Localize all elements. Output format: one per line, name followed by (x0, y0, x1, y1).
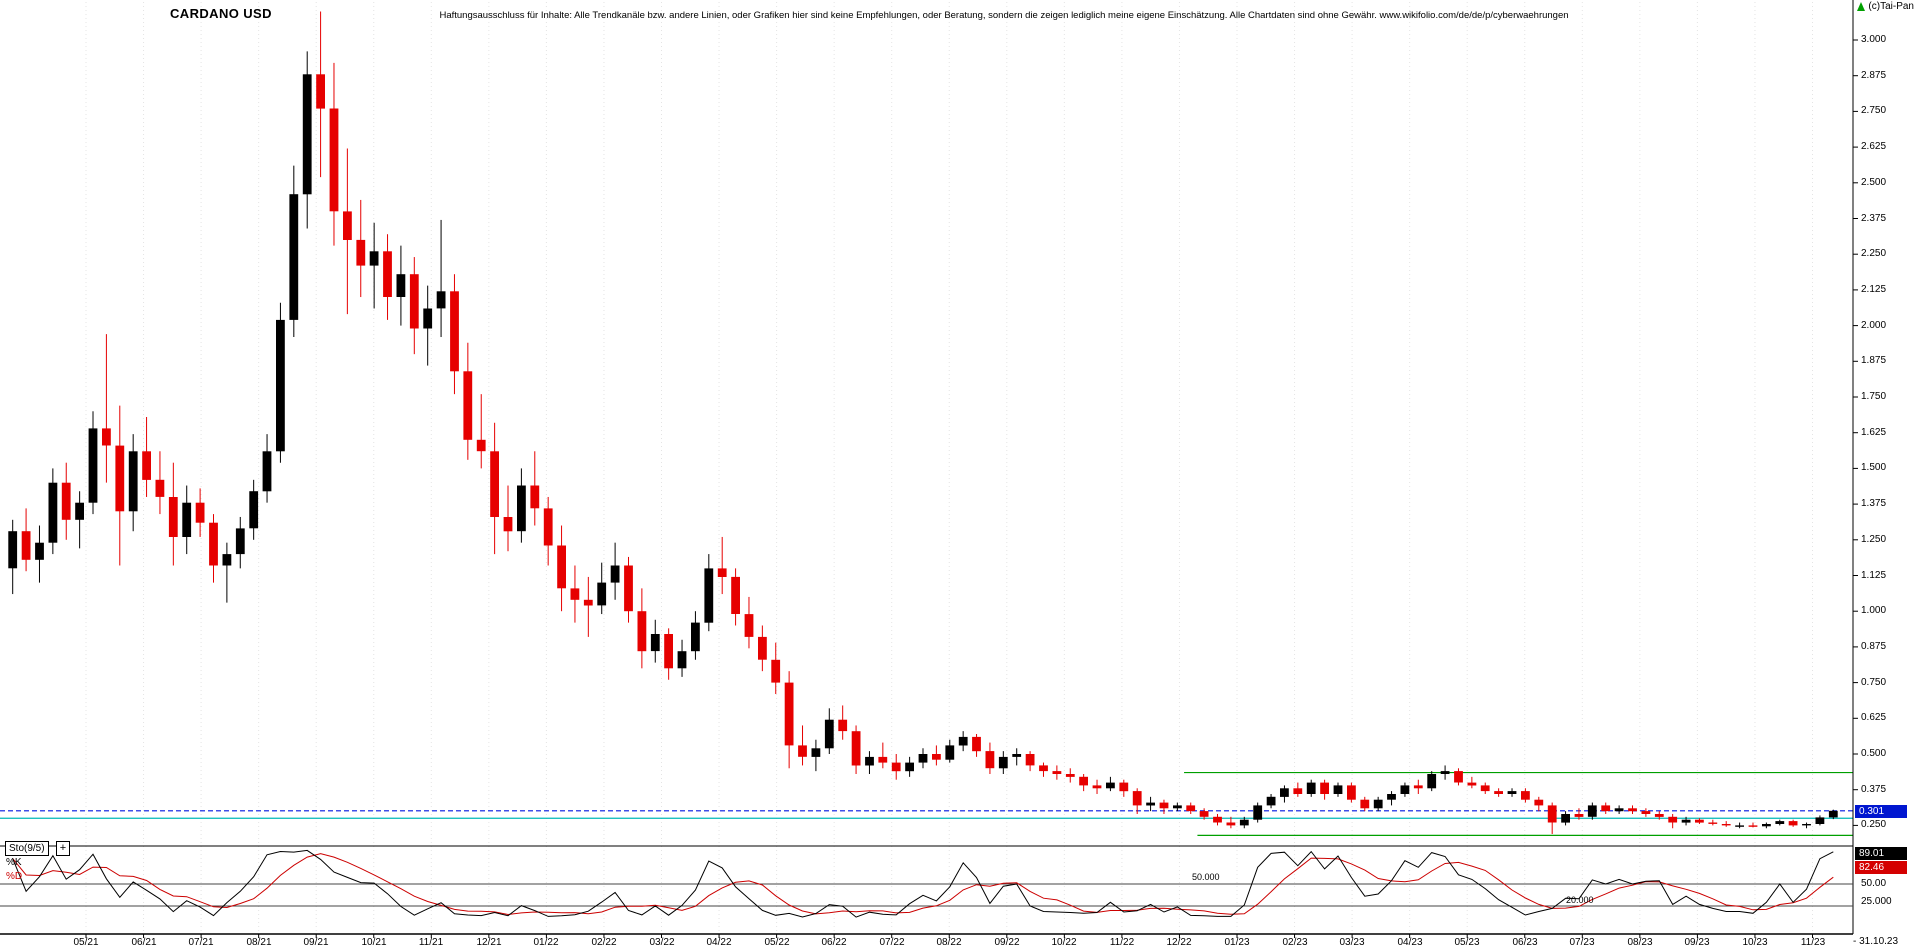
copyright: (c)Tai-Pan (1857, 1, 1914, 12)
month-gridlines (85, 2, 1813, 934)
stoch-d-value-badge: 82.46 (1855, 861, 1907, 874)
stoch-50-axis-label: 50.00 (1861, 878, 1887, 889)
stoch-d-label: %D (6, 871, 23, 882)
copyright-text: (c)Tai-Pan (1868, 1, 1914, 12)
stoch-25-axis-label: 25.000 (1861, 896, 1892, 907)
taipan-logo-icon (1857, 2, 1866, 11)
stoch-k-value-badge: 89.01 (1855, 847, 1907, 860)
end-date-label: - 31.10.23 (1853, 936, 1898, 948)
expand-indicator-button[interactable]: + (56, 841, 70, 856)
end-date-dash: - (1853, 936, 1857, 947)
candlesticks (8, 11, 1838, 834)
disclaimer-text: Haftungsausschluss für Inhalte: Alle Tre… (439, 10, 1569, 21)
chart-title: CARDANO USD (170, 6, 272, 21)
end-date-text: 31.10.23 (1859, 936, 1899, 947)
axis-ticks (85, 39, 1858, 938)
stochastic-d-line (12, 853, 1834, 916)
stoch-20-inline-label: 20.000 (1566, 895, 1594, 905)
current-price-badge: 0.301 (1855, 805, 1907, 818)
stochastic-k-line (12, 849, 1834, 918)
overlay-lines (0, 771, 1853, 836)
stoch-k-label: %K (6, 857, 22, 868)
indicator-label[interactable]: Sto(9/5) (5, 841, 49, 856)
stoch-50-inline-label: 50.000 (1192, 872, 1220, 882)
